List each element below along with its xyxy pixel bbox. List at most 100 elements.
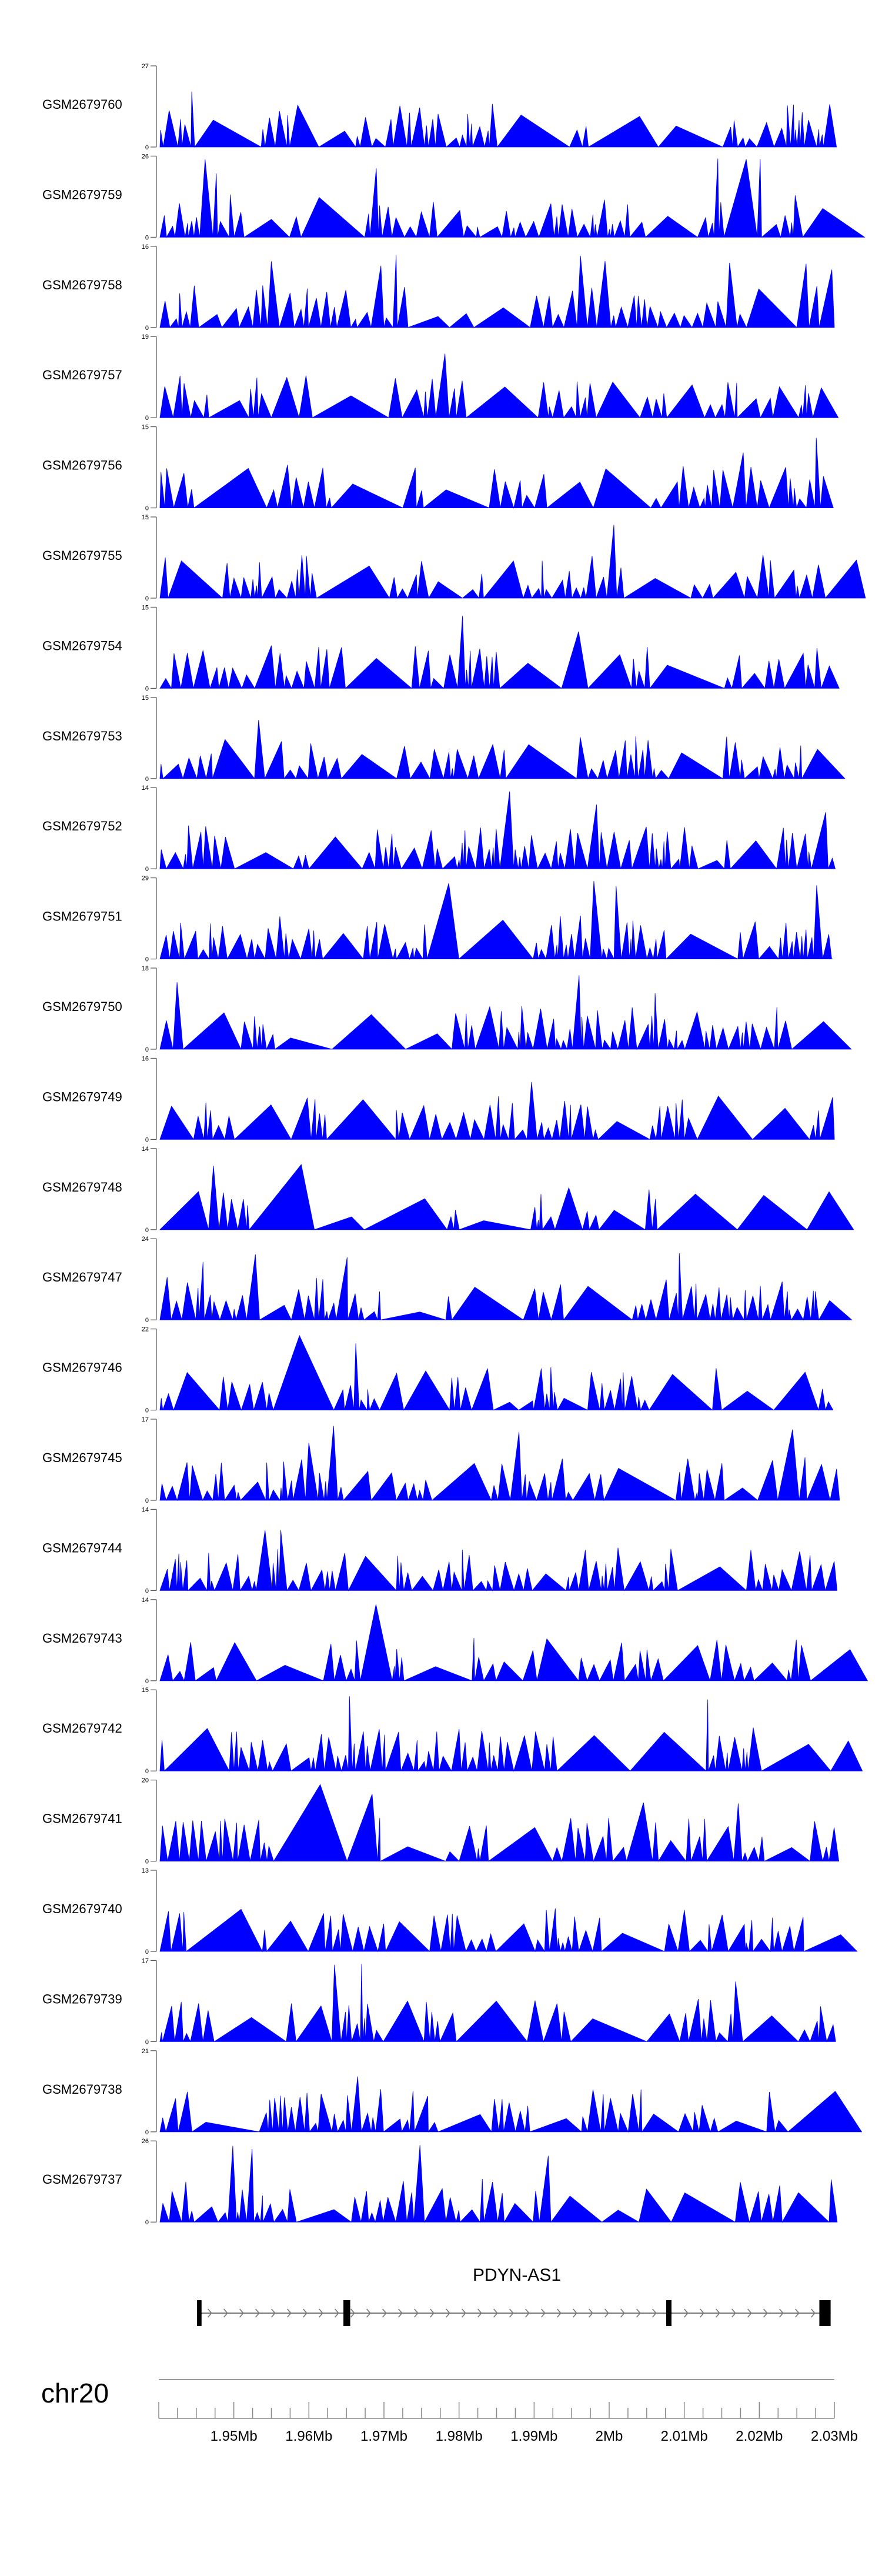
track-label: GSM2679760 xyxy=(42,97,122,112)
track-label: GSM2679751 xyxy=(42,909,122,924)
coverage-track: GSM2679746 22 0 xyxy=(42,1326,834,1414)
y-max-label: 16 xyxy=(142,243,149,251)
y-min-label: 0 xyxy=(145,505,149,512)
coverage-area xyxy=(159,881,833,960)
coverage-area xyxy=(159,255,835,329)
coverage-area xyxy=(159,1164,854,1231)
strand-arrow xyxy=(795,2308,800,2318)
coverage-track: GSM2679738 21 0 xyxy=(42,2048,863,2136)
y-min-label: 0 xyxy=(145,1858,149,1866)
y-max-label: 14 xyxy=(142,1506,149,1513)
coverage-tracks: GSM2679760270GSM2679759260GSM2679758160G… xyxy=(42,63,868,2226)
coverage-area xyxy=(159,1784,840,1863)
x-tick-label: 1.96Mb xyxy=(285,2428,332,2444)
coverage-track: GSM2679747 24 0 xyxy=(42,1236,853,1324)
y-max-label: 15 xyxy=(142,424,149,431)
coverage-track: GSM2679739 17 0 xyxy=(42,1957,836,2046)
track-label: GSM2679745 xyxy=(42,1450,122,1465)
coverage-area xyxy=(159,791,836,870)
x-tick-label: 2Mb xyxy=(596,2428,623,2444)
y-min-label: 0 xyxy=(145,685,149,692)
track-label: GSM2679741 xyxy=(42,1811,122,1826)
coverage-area xyxy=(159,2076,863,2133)
coverage-track: GSM2679740 13 0 xyxy=(42,1867,858,1956)
x-tick-label: 2.02Mb xyxy=(736,2428,783,2444)
coverage-area xyxy=(159,1253,853,1321)
y-max-label: 24 xyxy=(142,1236,149,1243)
y-min-label: 0 xyxy=(145,956,149,963)
strand-arrow xyxy=(620,2308,625,2318)
strand-arrow xyxy=(239,2308,244,2318)
strand-arrow xyxy=(303,2308,308,2318)
y-max-label: 15 xyxy=(142,604,149,611)
y-max-label: 15 xyxy=(142,514,149,521)
coverage-track: GSM2679755 15 0 xyxy=(42,514,866,602)
strand-arrow xyxy=(747,2308,752,2318)
y-max-label: 19 xyxy=(142,333,149,341)
track-label: GSM2679739 xyxy=(42,1991,122,2006)
coverage-track: GSM2679744 14 0 xyxy=(42,1506,838,1594)
y-min-label: 0 xyxy=(145,1227,149,1234)
x-tick-label: 2.03Mb xyxy=(811,2428,858,2444)
coverage-area xyxy=(159,353,839,419)
strand-arrow xyxy=(763,2308,768,2318)
x-tick-label: 1.98Mb xyxy=(436,2428,483,2444)
strand-arrow xyxy=(589,2308,593,2318)
x-tick-label: 2.01Mb xyxy=(661,2428,708,2444)
exon xyxy=(343,2300,350,2326)
track-label: GSM2679742 xyxy=(42,1721,122,1736)
strand-arrow xyxy=(509,2308,514,2318)
coverage-area xyxy=(159,1426,840,1501)
coverage-area xyxy=(159,1964,836,2043)
strand-arrow xyxy=(493,2308,498,2318)
coverage-area xyxy=(159,525,866,599)
strand-arrow xyxy=(811,2308,816,2318)
y-min-label: 0 xyxy=(145,1136,149,1143)
strand-arrow xyxy=(223,2308,228,2318)
coverage-area xyxy=(159,1908,858,1953)
strand-arrow xyxy=(271,2308,276,2318)
chromosome-label: chr20 xyxy=(41,2378,109,2408)
coverage-area xyxy=(159,1696,863,1772)
strand-arrow xyxy=(716,2308,720,2318)
strand-arrow xyxy=(382,2308,387,2318)
y-min-label: 0 xyxy=(145,1678,149,1685)
y-min-label: 0 xyxy=(145,234,149,241)
coverage-track: GSM2679756 15 0 xyxy=(42,424,834,512)
y-max-label: 21 xyxy=(142,2048,149,2055)
track-label: GSM2679738 xyxy=(42,2082,122,2097)
y-min-label: 0 xyxy=(145,1587,149,1594)
track-label: GSM2679744 xyxy=(42,1540,122,1555)
track-label: GSM2679740 xyxy=(42,1901,122,1916)
coverage-track: GSM2679751 29 0 xyxy=(42,875,833,963)
y-max-label: 14 xyxy=(142,785,149,792)
strand-arrow xyxy=(462,2308,466,2318)
strand-arrow xyxy=(319,2308,323,2318)
y-min-label: 0 xyxy=(145,1768,149,1775)
coverage-area xyxy=(159,616,840,689)
y-max-label: 18 xyxy=(142,965,149,972)
strand-arrow xyxy=(398,2308,403,2318)
track-label: GSM2679758 xyxy=(42,278,122,292)
y-min-label: 0 xyxy=(145,1407,149,1414)
y-max-label: 27 xyxy=(142,63,149,70)
y-min-label: 0 xyxy=(145,144,149,151)
coverage-track: GSM2679737 26 0 xyxy=(42,2138,838,2226)
coverage-track: GSM2679758 16 0 xyxy=(42,243,835,332)
coverage-area xyxy=(159,720,846,780)
coverage-track: GSM2679742 15 0 xyxy=(42,1687,863,1775)
coverage-track: GSM2679757 19 0 xyxy=(42,333,839,422)
gene-model xyxy=(197,2300,831,2326)
strand-arrow xyxy=(779,2308,784,2318)
y-max-label: 17 xyxy=(142,1957,149,1964)
strand-arrow xyxy=(525,2308,530,2318)
x-tick-label: 1.99Mb xyxy=(510,2428,557,2444)
y-max-label: 13 xyxy=(142,1867,149,1874)
coverage-area xyxy=(159,1334,834,1412)
y-min-label: 0 xyxy=(145,595,149,602)
coverage-area xyxy=(159,2145,838,2223)
y-max-label: 29 xyxy=(142,875,149,882)
strand-arrow xyxy=(414,2308,419,2318)
exon xyxy=(197,2300,202,2326)
